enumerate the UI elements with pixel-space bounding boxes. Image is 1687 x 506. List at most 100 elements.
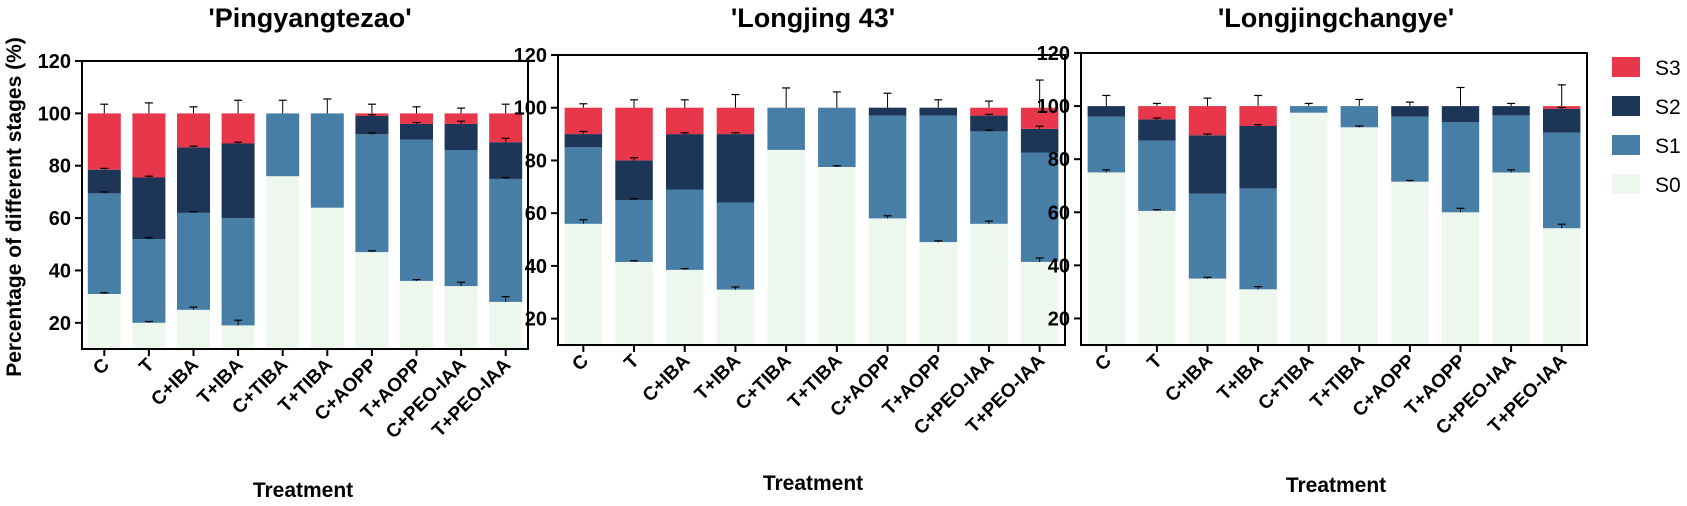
bar-s0: [1543, 228, 1581, 345]
bar-s2: [970, 115, 1008, 132]
y-tick-label: 100: [38, 103, 71, 125]
y-tick-label: 20: [525, 309, 547, 331]
plot-area: C TC+IBAT+IBAC+TIBAT+TIBAC+AOPPT+AOPPC+PE…: [514, 45, 1066, 439]
bar-s2: [1441, 106, 1480, 122]
bar-s2: [1138, 119, 1176, 141]
bar-s3: [615, 107, 653, 161]
bar-s3: [87, 113, 121, 170]
bar-s2: [221, 143, 255, 219]
bar-s0: [1020, 262, 1059, 345]
bar-s1: [355, 134, 389, 253]
bar-s0: [355, 252, 389, 349]
legend-label-s1: S1: [1655, 135, 1681, 158]
bar-s2: [132, 177, 166, 239]
bar-s1: [266, 113, 300, 177]
y-tick-label: 120: [38, 51, 71, 73]
x-tick-label: C: [1091, 350, 1116, 375]
bar-s1: [177, 212, 210, 310]
bar-s0: [1492, 172, 1530, 345]
x-tick-label: T: [135, 354, 158, 377]
plot-frame: [557, 54, 1066, 346]
bar-s3: [221, 113, 255, 144]
bar-s1: [1340, 106, 1378, 128]
bar-s3: [177, 113, 210, 148]
y-axis-label: Percentage of different stages (%): [3, 37, 26, 377]
bar-s2: [177, 147, 210, 213]
legend-label-s0: S0: [1655, 174, 1681, 197]
bar-s0: [444, 286, 478, 349]
bar-s2: [1492, 106, 1530, 116]
bar-s1: [1441, 122, 1480, 213]
bar-s2: [1543, 108, 1581, 133]
chart-title: 'Longjing 43': [731, 3, 895, 33]
bar-s0: [564, 223, 603, 345]
bar-s2: [716, 134, 755, 203]
bar-s1: [767, 107, 805, 150]
bar-s0: [868, 218, 907, 345]
legend-swatch-s3: [1612, 57, 1640, 77]
bar-s3: [1020, 107, 1059, 129]
bar-s0: [1188, 278, 1227, 345]
bar-s0: [716, 289, 755, 345]
y-tick-label: 120: [514, 45, 547, 67]
bar-s0: [666, 269, 704, 345]
bar-s3: [1188, 106, 1227, 136]
plot-area: C TC+IBAT+IBAC+TIBAT+TIBAC+AOPPT+AOPPC+PE…: [1037, 43, 1588, 439]
y-tick-label: 20: [49, 313, 71, 335]
bar-s1: [970, 131, 1008, 224]
bar-s0: [970, 223, 1008, 345]
x-tick-label: C+IBA: [147, 354, 203, 410]
bar-s1: [1239, 188, 1277, 290]
bar-s3: [1138, 106, 1176, 120]
legend-swatch-s2: [1612, 96, 1640, 116]
bar-s3: [716, 107, 755, 135]
bar-s0: [1441, 212, 1480, 345]
bar-s2: [868, 107, 907, 116]
y-tick-label: 120: [1037, 43, 1070, 65]
panel-longjingchangye: 'Longjingchangye' Treatment C TC+IBAT+IBA…: [1037, 3, 1588, 497]
bar-s2: [1087, 106, 1125, 117]
bar-s1: [132, 239, 166, 323]
y-tick-label: 40: [1048, 255, 1070, 277]
bar-s1: [1138, 140, 1176, 211]
y-tick-label: 60: [1048, 202, 1070, 224]
bar-s2: [919, 107, 957, 116]
y-tick-label: 60: [49, 208, 71, 230]
bar-s2: [666, 134, 704, 190]
x-tick-label: C+TIBA: [1254, 350, 1318, 414]
bar-s1: [310, 113, 344, 208]
bar-s0: [615, 262, 653, 345]
x-tick-label: C: [568, 350, 593, 375]
x-tick-label: C: [89, 354, 114, 379]
bar-s0: [177, 309, 210, 349]
bar-s3: [444, 113, 478, 124]
bar-s1: [716, 202, 755, 290]
bar-s0: [400, 280, 433, 349]
bar-s3: [132, 113, 166, 178]
x-tick-label: C+IBA: [639, 350, 695, 406]
x-tick-label: T: [620, 350, 643, 373]
x-tick-label: C+IBA: [1161, 350, 1217, 406]
y-tick-label: 60: [525, 203, 547, 225]
x-tick-label: C+TIBA: [732, 350, 796, 414]
bar-s0: [919, 242, 957, 345]
bar-s3: [1239, 106, 1277, 126]
bar-s0: [87, 294, 121, 349]
chart-title: 'Pingyangtezao': [208, 3, 411, 33]
y-tick-label: 80: [525, 150, 547, 172]
bar-s1: [615, 200, 653, 262]
plot-frame: [1080, 52, 1588, 346]
bar-s0: [1087, 172, 1125, 345]
bar-s0: [221, 325, 255, 349]
y-tick-label: 40: [49, 260, 71, 282]
chart-title: 'Longjingchangye': [1218, 3, 1454, 33]
bar-s2: [87, 169, 121, 194]
bar-s0: [767, 149, 805, 345]
x-tick-label: T: [1143, 350, 1166, 373]
bar-s0: [266, 176, 300, 349]
bar-s1: [1290, 106, 1328, 113]
bar-s3: [970, 107, 1008, 116]
x-axis-label: Treatment: [1286, 474, 1386, 497]
bar-s1: [564, 147, 603, 224]
bar-s0: [1239, 289, 1277, 345]
